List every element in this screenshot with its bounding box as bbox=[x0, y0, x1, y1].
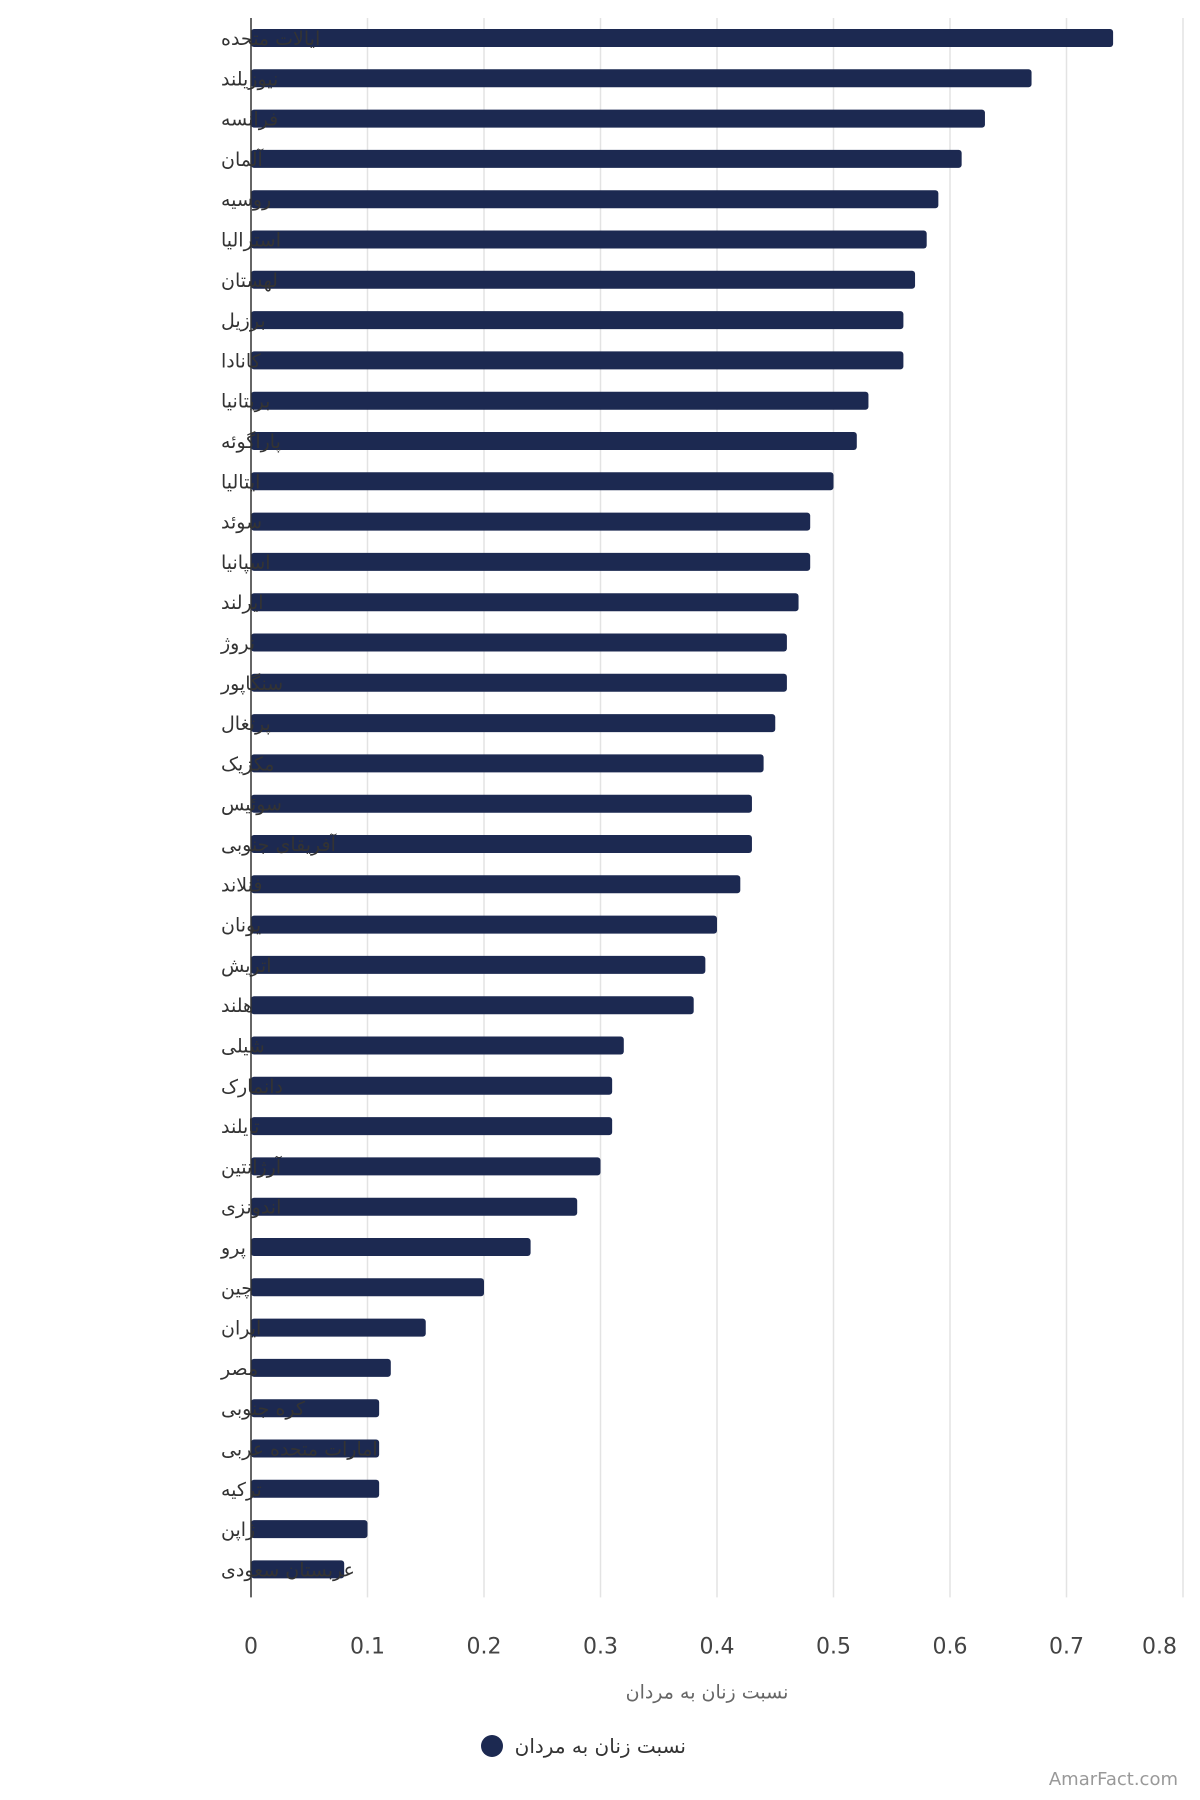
category-label: فرانسه bbox=[221, 109, 278, 131]
category-label: عربستان سعودی bbox=[221, 1559, 355, 1581]
category-label: ایتالیا bbox=[221, 471, 260, 493]
bars bbox=[251, 29, 1114, 1579]
x-tick-label: 0.1 bbox=[350, 1634, 385, 1659]
category-label: نروژ bbox=[220, 633, 255, 655]
bar[interactable] bbox=[251, 190, 939, 209]
category-label: یونان bbox=[221, 915, 261, 937]
category-label: روسیه bbox=[221, 189, 271, 211]
category-label: ترکیه bbox=[221, 1479, 262, 1501]
category-label: برزیل bbox=[221, 310, 266, 332]
bar[interactable] bbox=[251, 109, 985, 128]
bar[interactable] bbox=[251, 754, 764, 773]
bar[interactable] bbox=[251, 472, 834, 491]
bar[interactable] bbox=[251, 1520, 368, 1539]
x-tick-label: 0.7 bbox=[1049, 1634, 1084, 1659]
bar[interactable] bbox=[251, 1197, 578, 1216]
bar[interactable] bbox=[251, 391, 869, 410]
bar[interactable] bbox=[251, 915, 717, 934]
bar[interactable] bbox=[251, 835, 752, 853]
bar[interactable] bbox=[251, 1076, 613, 1095]
bar[interactable] bbox=[251, 149, 962, 168]
x-tick-label: 0.2 bbox=[467, 1634, 502, 1659]
bar[interactable] bbox=[251, 1117, 613, 1136]
category-label: آلمان bbox=[221, 147, 264, 171]
bar[interactable] bbox=[251, 552, 811, 571]
category-label: اسپانیا bbox=[221, 552, 271, 574]
bar[interactable] bbox=[251, 29, 1114, 47]
x-tick-label: 0.8 bbox=[1142, 1634, 1177, 1659]
legend[interactable]: نسبت زنان به مردان bbox=[481, 1734, 686, 1758]
bar[interactable] bbox=[251, 1157, 601, 1176]
credit-text[interactable]: AmarFact.com bbox=[1049, 1769, 1178, 1790]
category-label: کانادا bbox=[221, 350, 262, 372]
bar[interactable] bbox=[251, 1278, 484, 1297]
category-label: کره جنوبی bbox=[221, 1398, 306, 1420]
bar[interactable] bbox=[251, 794, 752, 813]
category-label: هلند bbox=[221, 995, 253, 1017]
category-label: تایلند bbox=[221, 1116, 259, 1138]
x-tick-label: 0.6 bbox=[933, 1634, 968, 1659]
bar[interactable] bbox=[251, 69, 1032, 88]
bar[interactable] bbox=[251, 311, 904, 330]
x-tick-labels: 0 0.1 0.2 0.3 0.4 0.5 0.6 0.7 0.8 bbox=[244, 1634, 1177, 1659]
x-tick-label: 0.4 bbox=[700, 1634, 735, 1659]
category-label: بریتانیا bbox=[221, 391, 270, 413]
x-tick-label: 0.5 bbox=[816, 1634, 851, 1659]
legend-label: نسبت زنان به مردان bbox=[515, 1734, 686, 1758]
bar[interactable] bbox=[251, 270, 916, 289]
bar[interactable] bbox=[251, 593, 799, 612]
bar[interactable] bbox=[251, 512, 811, 531]
bar[interactable] bbox=[251, 633, 787, 652]
category-label: فنلاند bbox=[221, 874, 262, 896]
bar[interactable] bbox=[251, 1238, 531, 1256]
x-tick-label: 0 bbox=[244, 1634, 258, 1659]
bar[interactable] bbox=[251, 230, 927, 249]
category-label: اتریش bbox=[221, 955, 272, 977]
category-label: ایرلند bbox=[221, 592, 264, 614]
x-axis-title: نسبت زنان به مردان bbox=[626, 1681, 789, 1703]
bar[interactable] bbox=[251, 875, 741, 894]
bar[interactable] bbox=[251, 673, 787, 692]
category-label: ایران bbox=[221, 1318, 261, 1340]
category-label: ایالات متحده bbox=[221, 28, 320, 50]
category-label: پرتغال bbox=[221, 713, 271, 735]
bar[interactable] bbox=[251, 351, 904, 370]
category-label: دانمارک bbox=[221, 1076, 283, 1098]
category-label: لهستان bbox=[221, 270, 278, 292]
bar[interactable] bbox=[251, 996, 694, 1015]
category-label: نیوزیلند bbox=[221, 68, 278, 90]
category-label: پرو bbox=[220, 1237, 246, 1259]
bar[interactable] bbox=[251, 432, 857, 450]
bar[interactable] bbox=[251, 1439, 380, 1458]
category-label: سوئد bbox=[221, 512, 262, 534]
x-tick-label: 0.3 bbox=[583, 1634, 618, 1659]
bar[interactable] bbox=[251, 1399, 380, 1418]
bar[interactable] bbox=[251, 1479, 380, 1498]
bar[interactable] bbox=[251, 955, 706, 974]
bar[interactable] bbox=[251, 1560, 345, 1579]
category-label: آفریقای جنوبی bbox=[221, 832, 337, 856]
bar[interactable] bbox=[251, 1318, 426, 1337]
category-label: شیلی bbox=[221, 1036, 265, 1058]
legend-swatch bbox=[481, 1735, 503, 1757]
category-label: ژاپن bbox=[221, 1519, 255, 1541]
bar[interactable] bbox=[251, 1036, 624, 1055]
category-label: مکزیک bbox=[221, 753, 274, 775]
category-label: چین bbox=[221, 1277, 253, 1299]
category-label: امارات متحده عربی bbox=[221, 1439, 378, 1461]
bar[interactable] bbox=[251, 714, 776, 733]
bar[interactable] bbox=[251, 1358, 391, 1377]
category-label: مصر bbox=[220, 1358, 258, 1380]
